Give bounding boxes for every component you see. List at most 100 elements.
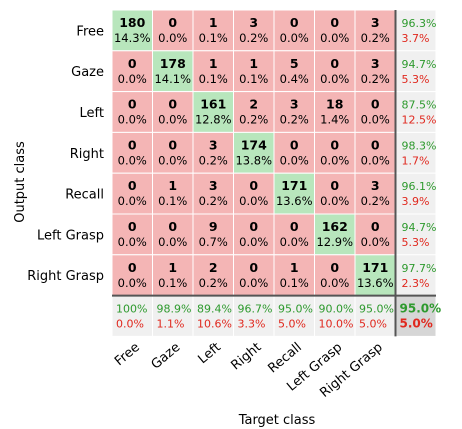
row-summary-cell: 94.7% 5.3% (395, 213, 437, 256)
cell-background (273, 50, 315, 93)
cell-percent: 0.0% (158, 235, 187, 249)
cell-count: 178 (160, 56, 186, 71)
cell-count: 1 (168, 178, 177, 193)
matrix-cell: 00.0% (233, 213, 275, 256)
y-tick-left-grasp: Left Grasp (37, 228, 104, 243)
matrix-cell: 00.0% (111, 254, 153, 297)
col-recall: 89.4% (197, 303, 232, 316)
matrix-cell: 30.2% (192, 172, 234, 215)
cell-percent: 12.8% (195, 113, 232, 127)
row-error: 5.3% (402, 236, 430, 249)
cell-percent: 0.0% (239, 276, 268, 290)
col-summary-cell: 98.9% 1.1% (152, 295, 194, 337)
cell-background (273, 295, 315, 337)
col-recall: 90.0% (319, 303, 354, 316)
overall-accuracy: 95.0% (400, 302, 442, 316)
x-tick-right: Right (228, 340, 264, 373)
cell-percent: 0.0% (280, 153, 309, 167)
row-precision: 94.7% (402, 221, 437, 234)
cell-count: 0 (128, 260, 137, 275)
matrix-cell: 10.1% (152, 172, 194, 215)
matrix-cell: 20.2% (233, 91, 275, 133)
x-tick-gaze: Gaze (148, 340, 183, 373)
cell-background (273, 91, 315, 133)
col-summary-cell: 89.4% 10.6% (192, 295, 234, 337)
matrix-cell: 00.0% (152, 131, 194, 174)
cell-percent: 0.1% (199, 31, 228, 45)
cell-percent: 0.1% (199, 72, 228, 86)
cell-percent: 0.0% (280, 235, 309, 249)
cell-percent: 0.0% (118, 276, 147, 290)
cell-count: 174 (241, 137, 267, 152)
cell-percent: 0.0% (118, 153, 147, 167)
cell-percent: 0.7% (199, 235, 228, 249)
cell-percent: 0.0% (118, 113, 147, 127)
cell-count: 171 (281, 178, 307, 193)
cell-background (273, 213, 315, 256)
row-precision: 87.5% (402, 99, 437, 112)
row-error: 12.5% (402, 114, 437, 127)
cell-background (111, 213, 153, 256)
row-summary-cell: 87.5% 12.5% (395, 91, 437, 133)
cell-background (395, 172, 437, 215)
matrix-cell: 30.2% (354, 50, 396, 93)
matrix-cell: 30.2% (354, 172, 396, 215)
matrix-cell: 30.2% (354, 9, 396, 52)
row-precision: 97.7% (402, 262, 437, 275)
matrix-cell: 50.4% (273, 50, 315, 93)
col-error: 3.3% (238, 318, 266, 331)
cell-background (152, 9, 194, 52)
cell-background (192, 295, 234, 337)
row-precision: 96.1% (402, 180, 437, 193)
cell-percent: 14.1% (154, 72, 191, 86)
cell-percent: 0.2% (239, 31, 268, 45)
col-error: 5.0% (359, 318, 387, 331)
cell-percent: 13.6% (276, 194, 313, 208)
cell-percent: 0.0% (118, 235, 147, 249)
col-error: 0.0% (116, 318, 144, 331)
cell-count: 3 (290, 97, 299, 112)
cell-count: 0 (128, 56, 137, 71)
cell-percent: 0.1% (158, 276, 187, 290)
cell-percent: 0.2% (280, 113, 309, 127)
col-recall: 95.0% (359, 303, 394, 316)
cell-percent: 0.4% (280, 72, 309, 86)
cell-background (314, 91, 356, 133)
matrix-cell: 20.2% (192, 254, 234, 297)
cell-background (314, 254, 356, 297)
col-error: 10.0% (319, 318, 354, 331)
cell-count: 0 (249, 178, 258, 193)
cell-background (192, 91, 234, 133)
cell-count: 0 (168, 137, 177, 152)
matrix-cell: 10.1% (152, 254, 194, 297)
matrix-cell: 90.7% (192, 213, 234, 256)
row-error: 3.7% (402, 32, 430, 45)
cell-background (152, 131, 194, 174)
cell-percent: 0.0% (361, 153, 390, 167)
matrix-cell: 00.0% (273, 213, 315, 256)
col-summary-cell: 95.0% 5.0% (354, 295, 396, 337)
x-axis-title: Target class (238, 413, 316, 428)
cell-count: 0 (128, 178, 137, 193)
cell-percent: 0.1% (239, 72, 268, 86)
cell-background (354, 91, 396, 133)
cell-count: 0 (249, 260, 258, 275)
col-recall: 100% (116, 303, 147, 316)
cell-percent: 0.1% (280, 276, 309, 290)
y-tick-gaze: Gaze (71, 65, 104, 80)
cell-count: 5 (290, 56, 299, 71)
matrix-cell: 00.0% (111, 131, 153, 174)
cell-background (111, 131, 153, 174)
cell-count: 0 (330, 137, 339, 152)
x-tick-free: Free (112, 340, 143, 369)
cell-percent: 0.0% (158, 153, 187, 167)
cell-percent: 0.0% (280, 31, 309, 45)
matrix-cell: 00.0% (314, 50, 356, 93)
matrix-cell: 00.0% (273, 9, 315, 52)
row-precision: 98.3% (402, 139, 437, 152)
